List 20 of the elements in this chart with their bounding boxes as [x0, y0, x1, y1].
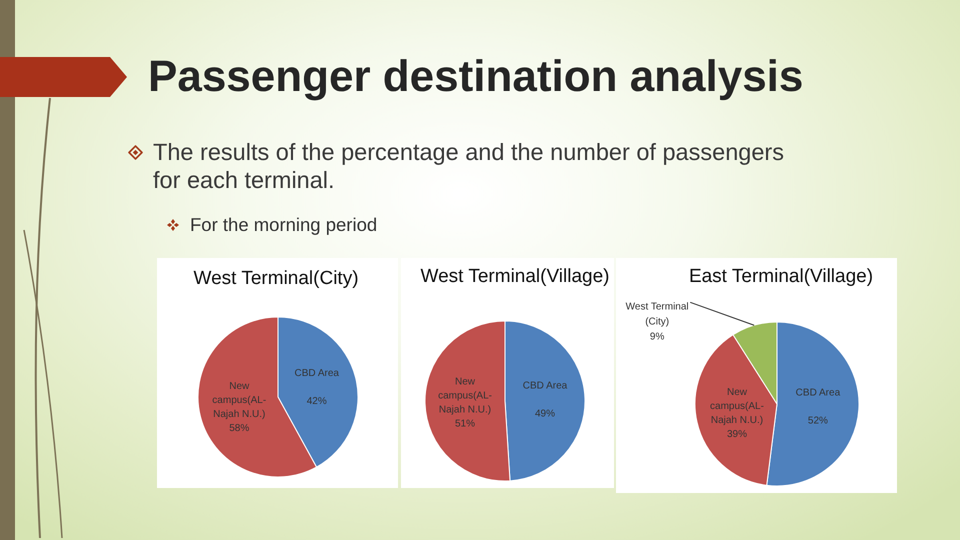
text: Passenger destination analysis	[148, 52, 804, 102]
chart-title: East Terminal(Village)	[688, 266, 874, 288]
data-label: 39%	[726, 428, 748, 440]
slice-label: New campus(AL-Najah N.U.)	[438, 376, 492, 415]
text: For the morning period	[190, 214, 378, 236]
text: The results of the percentage and the number of passengers for each terminal.	[153, 138, 785, 194]
slice-label: CBD Area	[796, 387, 841, 398]
data-label: 9%	[650, 330, 664, 342]
data-label: 49%	[534, 408, 556, 420]
data-label: 52%	[808, 415, 828, 426]
slice-label: New campus(AL-Najah N.U.)	[710, 386, 764, 426]
data-label: 42%	[306, 396, 327, 407]
slice-label: New campus(AL-Najah N.U.)	[212, 380, 266, 420]
data-label: 51%	[455, 418, 476, 429]
slice-label: West Terminal (City)	[626, 300, 689, 327]
slice-label: CBD Area	[294, 368, 340, 379]
slice-label: CBD Area	[522, 380, 568, 392]
chart-title: West Terminal(Village)	[420, 266, 610, 288]
data-label: 58%	[229, 422, 250, 434]
chart-title: West Terminal(City)	[193, 268, 359, 290]
